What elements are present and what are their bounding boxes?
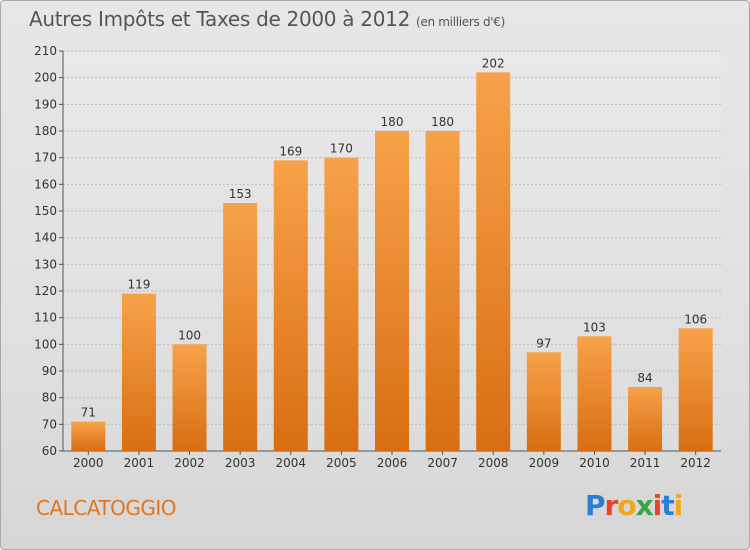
logo-letter: r	[604, 489, 619, 522]
x-tick-label-2011: 2011	[630, 456, 661, 470]
bar-2006	[375, 131, 409, 451]
y-tick-label: 130	[34, 257, 57, 271]
y-tick-label: 180	[34, 124, 57, 138]
data-label-2010: 103	[583, 320, 606, 334]
bar-2005	[324, 157, 359, 451]
x-tick-label-2004: 2004	[275, 456, 306, 470]
y-tick-label: 100	[34, 337, 57, 351]
y-tick-label: 60	[42, 444, 57, 458]
bar-2004	[273, 160, 308, 452]
bar-2011	[628, 387, 663, 451]
bar-2009	[526, 352, 561, 451]
logo-letter: x	[635, 489, 654, 522]
data-label-2011: 84	[637, 371, 652, 385]
bar-2007	[425, 131, 460, 451]
data-label-2005: 170	[330, 142, 353, 156]
data-label-2008: 202	[482, 56, 505, 70]
data-label-2012: 106	[684, 312, 707, 326]
x-tick-label-2010: 2010	[579, 456, 610, 470]
data-label-2003: 153	[229, 187, 252, 201]
x-tick-label-2012: 2012	[680, 456, 711, 470]
x-tick-label-2002: 2002	[174, 456, 205, 470]
bar-2001	[121, 293, 156, 451]
data-label-2004: 169	[279, 144, 302, 158]
logo-letter: t	[661, 489, 674, 522]
bar-2010	[577, 336, 612, 451]
y-tick-label: 70	[42, 417, 57, 431]
y-tick-label: 210	[34, 44, 57, 58]
y-tick-label: 90	[42, 364, 57, 378]
data-label-2006: 180	[381, 115, 404, 129]
y-tick-label: 140	[34, 231, 57, 245]
proxiti-logo: Proxiti	[585, 489, 684, 522]
bar-2008	[476, 72, 511, 451]
data-label-2009: 97	[536, 336, 551, 350]
x-tick-label-2006: 2006	[377, 456, 408, 470]
y-tick-label: 110	[34, 311, 57, 325]
chart-title: Autres Impôts et Taxes de 2000 à 2012 (en…	[29, 7, 505, 31]
y-tick-label: 200	[34, 71, 57, 85]
logo-letter: o	[617, 489, 636, 522]
y-tick-label: 170	[34, 151, 57, 165]
y-tick-label: 120	[34, 284, 57, 298]
data-label-2001: 119	[127, 278, 150, 292]
x-tick-label-2001: 2001	[124, 456, 155, 470]
x-tick-label-2009: 2009	[529, 456, 560, 470]
chart-title-text: Autres Impôts et Taxes de 2000 à 2012	[29, 7, 410, 31]
x-tick-label-2000: 2000	[73, 456, 104, 470]
data-label-2007: 180	[431, 115, 454, 129]
logo-letter: i	[673, 489, 684, 522]
y-tick-label: 80	[42, 391, 57, 405]
bar-2012	[678, 328, 713, 451]
x-tick-label-2008: 2008	[478, 456, 509, 470]
data-label-2002: 100	[178, 328, 201, 342]
logo-letter: P	[585, 489, 606, 522]
y-tick-label: 150	[34, 204, 57, 218]
bar-2003	[223, 203, 258, 451]
y-tick-label: 160	[34, 177, 57, 191]
x-tick-label-2005: 2005	[326, 456, 357, 470]
bar-2000	[71, 421, 106, 451]
y-tick-label: 190	[34, 97, 57, 111]
bar-2002	[172, 344, 207, 451]
chart-subtitle: (en milliers d'€)	[416, 15, 506, 29]
commune-name: CALCATOGGIO	[36, 496, 176, 520]
data-label-2000: 71	[81, 406, 96, 420]
x-tick-label-2007: 2007	[427, 456, 458, 470]
x-tick-label-2003: 2003	[225, 456, 256, 470]
logo-letter: i	[652, 489, 663, 522]
